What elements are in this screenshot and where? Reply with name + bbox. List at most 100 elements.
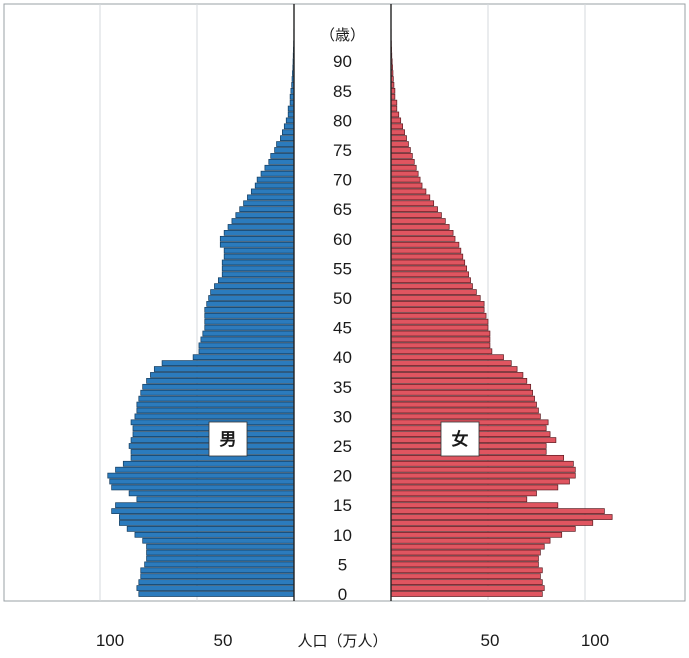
age-tick-label-35: 35	[333, 378, 352, 397]
bar-male-age-19	[109, 478, 295, 485]
age-tick-label-15: 15	[333, 496, 352, 515]
bar-female-age-58	[390, 247, 462, 254]
bar-female-age-19	[390, 478, 570, 485]
age-tick-label-10: 10	[333, 526, 352, 545]
bar-male-age-31	[136, 407, 295, 414]
bar-male-age-32	[136, 401, 295, 408]
bar-female-age-57	[390, 253, 464, 260]
bar-male-age-75	[274, 147, 295, 153]
bar-male-age-48	[204, 306, 295, 313]
bar-male-age-60	[219, 235, 295, 242]
age-tick-label-65: 65	[333, 200, 352, 219]
bar-male-age-53	[217, 277, 295, 284]
bar-male-age-79	[283, 123, 295, 130]
bar-female-age-34	[390, 389, 533, 396]
bar-female-age-60	[390, 235, 456, 242]
bar-female-age-44	[390, 330, 491, 337]
bar-male-age-14	[111, 508, 295, 514]
bar-male-age-10	[134, 531, 295, 538]
bar-female-age-5	[390, 561, 539, 568]
bar-female-age-11	[390, 526, 576, 532]
bar-male-age-12	[119, 520, 295, 526]
bar-female-age-16	[390, 496, 528, 503]
bar-female-age-15	[390, 502, 559, 509]
bar-male-age-62	[227, 224, 295, 230]
bar-female-age-39	[390, 360, 512, 366]
bar-male-age-76	[276, 141, 295, 147]
bar-female-age-80	[390, 117, 402, 124]
bar-female-age-43	[390, 336, 491, 343]
bar-female-age-46	[390, 318, 489, 325]
bar-female-age-1	[390, 585, 545, 591]
bar-male-age-71	[260, 170, 295, 177]
bar-female-age-8	[390, 543, 545, 550]
bar-male-age-50	[208, 295, 295, 301]
bar-female-age-6	[390, 555, 539, 562]
label-layer: 0 5 10 15 20 25 30 35 40 45 50 55 60 65 70 75 80 85 90 （歳） 1…	[96, 26, 609, 650]
bar-male-age-1	[136, 585, 295, 591]
bar-female-age-13	[390, 514, 613, 520]
bar-male-age-18	[111, 484, 295, 491]
bar-male-age-39	[161, 360, 295, 366]
bar-male-age-30	[134, 413, 295, 420]
bar-male-age-20	[107, 472, 295, 479]
bar-female-age-65	[390, 206, 438, 213]
bar-female-age-70	[390, 176, 421, 183]
age-tick-label-20: 20	[333, 467, 352, 486]
bar-male-age-13	[119, 514, 295, 520]
bar-female-age-32	[390, 401, 537, 408]
bar-male-age-45	[204, 324, 295, 331]
age-tick-label-75: 75	[333, 141, 352, 160]
bar-male-age-67	[247, 194, 295, 201]
bar-male-age-72	[264, 164, 295, 171]
bars-layer	[107, 28, 613, 597]
age-tick-label-90: 90	[333, 52, 352, 71]
bar-male-age-52	[214, 283, 295, 290]
bar-female-age-49	[390, 301, 485, 307]
bar-male-age-54	[221, 271, 295, 278]
bar-male-age-80	[285, 117, 295, 124]
bar-female-age-37	[390, 372, 524, 378]
bar-female-age-30	[390, 413, 541, 420]
bar-female-age-0	[390, 591, 543, 597]
bar-male-age-61	[223, 230, 295, 236]
bar-female-age-81	[390, 111, 400, 118]
age-tick-label-5: 5	[338, 555, 347, 574]
bar-female-age-77	[390, 135, 407, 142]
bar-male-age-43	[200, 336, 295, 343]
bar-female-age-2	[390, 579, 543, 586]
age-tick-label-25: 25	[333, 437, 352, 456]
bar-female-age-12	[390, 520, 594, 526]
bar-male-age-9	[142, 537, 295, 544]
bar-male-age-15	[115, 502, 295, 509]
bar-male-age-42	[198, 342, 295, 349]
bar-female-age-75	[390, 147, 411, 153]
x-tick-label-female-50: 50	[481, 631, 500, 650]
bar-male-age-35	[142, 383, 295, 390]
bar-female-age-83	[390, 99, 398, 106]
bar-male-age-74	[270, 153, 295, 159]
age-tick-label-55: 55	[333, 259, 352, 278]
bar-female-age-10	[390, 531, 563, 538]
x-tick-label-female-100: 100	[581, 631, 609, 650]
bar-female-age-42	[390, 342, 491, 349]
bar-male-age-8	[146, 543, 295, 550]
age-tick-label-0: 0	[338, 585, 347, 604]
bar-male-age-59	[219, 241, 295, 248]
age-tick-label-70: 70	[333, 171, 352, 190]
bar-female-age-20	[390, 472, 576, 479]
bar-female-age-7	[390, 549, 541, 556]
age-unit-label: （歳）	[320, 26, 365, 44]
bar-female-age-21	[390, 466, 576, 473]
age-tick-label-30: 30	[333, 407, 352, 426]
bar-male-age-82	[287, 105, 295, 112]
bar-female-age-9	[390, 537, 551, 544]
bar-female-age-69	[390, 182, 423, 189]
bar-female-age-38	[390, 366, 518, 372]
x-tick-label-male-50: 50	[214, 631, 233, 650]
x-unit-label: 人口（万人）	[297, 632, 387, 650]
bar-female-age-79	[390, 123, 403, 130]
age-tick-label-60: 60	[333, 230, 352, 249]
bar-female-age-41	[390, 348, 493, 355]
